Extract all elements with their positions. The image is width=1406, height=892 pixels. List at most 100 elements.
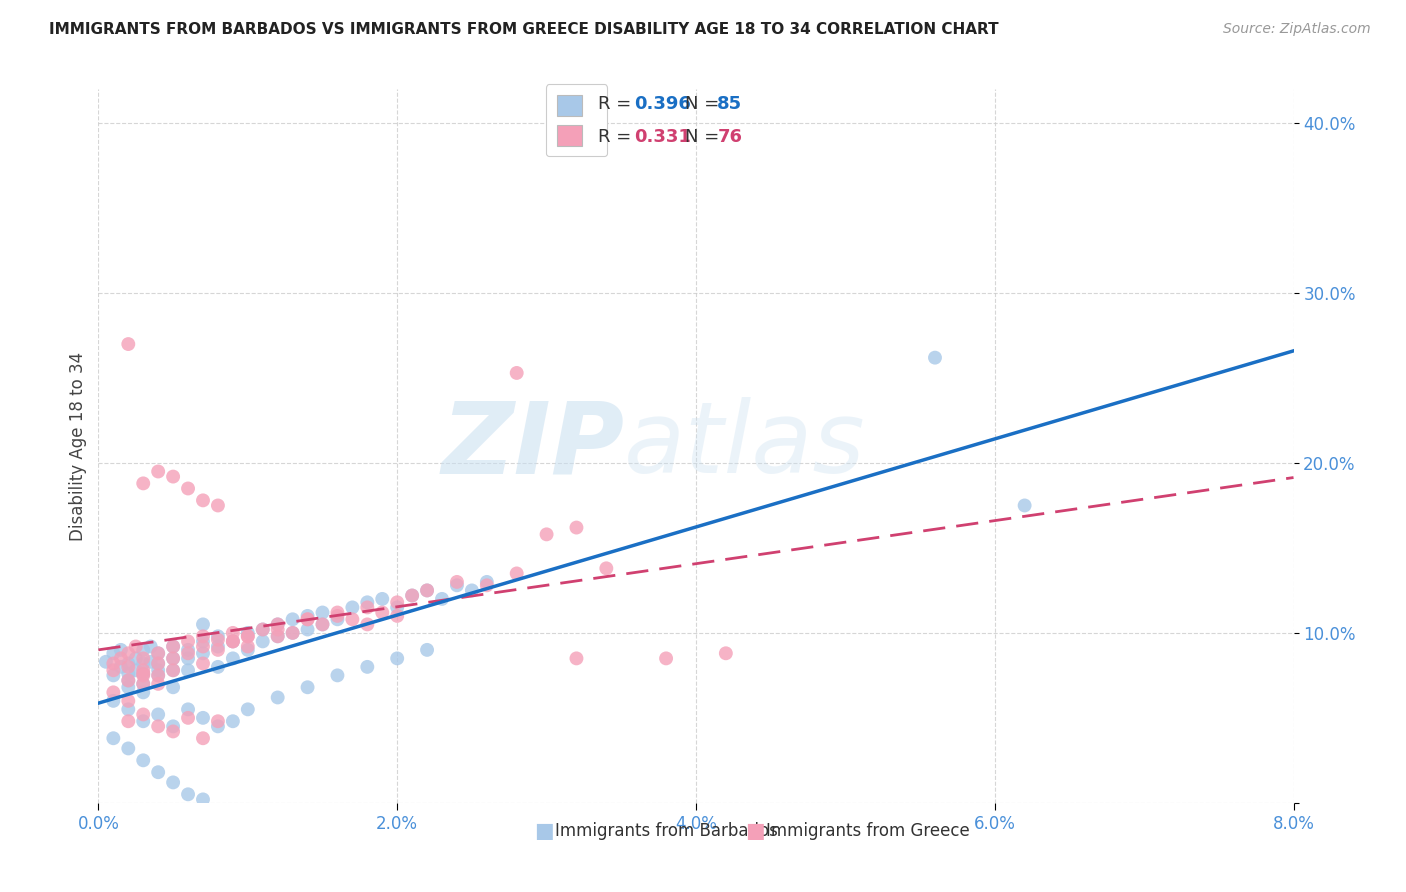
Point — [132, 651, 155, 665]
Point — [177, 482, 200, 496]
Point — [446, 574, 468, 589]
Point — [162, 719, 184, 733]
Point — [222, 626, 245, 640]
Point — [117, 680, 139, 694]
Point — [148, 465, 170, 479]
Point — [148, 663, 170, 677]
Point — [191, 629, 214, 643]
Point — [117, 694, 139, 708]
Point — [117, 673, 139, 688]
Point — [117, 337, 139, 351]
Point — [117, 646, 139, 660]
Point — [252, 623, 274, 637]
Point — [385, 651, 409, 665]
Point — [103, 731, 125, 746]
Point — [401, 589, 423, 603]
Text: 0.331: 0.331 — [634, 128, 692, 145]
Point — [356, 595, 378, 609]
Point — [132, 476, 155, 491]
Point — [132, 714, 155, 729]
Point — [401, 589, 423, 603]
Point — [342, 600, 364, 615]
Point — [207, 640, 229, 654]
Point — [536, 527, 558, 541]
Point — [281, 626, 304, 640]
Point — [110, 651, 132, 665]
Point — [132, 643, 155, 657]
Text: 76: 76 — [717, 128, 742, 145]
Point — [281, 612, 304, 626]
Point — [125, 651, 148, 665]
Point — [356, 617, 378, 632]
Point — [207, 643, 229, 657]
Point — [177, 702, 200, 716]
Text: ZIP: ZIP — [441, 398, 624, 494]
Point — [236, 629, 259, 643]
Point — [207, 714, 229, 729]
Point — [148, 657, 170, 671]
Point — [297, 623, 319, 637]
Point — [177, 634, 200, 648]
Point — [207, 632, 229, 647]
Point — [267, 617, 290, 632]
Point — [191, 711, 214, 725]
Point — [148, 657, 170, 671]
Text: Immigrants from Greece: Immigrants from Greece — [766, 822, 970, 839]
Point — [162, 651, 184, 665]
Point — [475, 578, 498, 592]
Point — [430, 591, 453, 606]
Point — [148, 668, 170, 682]
Point — [117, 666, 139, 681]
Point — [475, 574, 498, 589]
Point — [103, 685, 125, 699]
Point — [162, 680, 184, 694]
Point — [132, 668, 155, 682]
Point — [125, 663, 148, 677]
Point — [416, 583, 439, 598]
Point — [281, 626, 304, 640]
Point — [506, 566, 529, 581]
Y-axis label: Disability Age 18 to 34: Disability Age 18 to 34 — [69, 351, 87, 541]
Point — [267, 623, 290, 637]
Point — [222, 634, 245, 648]
Point — [222, 651, 245, 665]
Point — [297, 612, 319, 626]
Text: N =: N = — [685, 95, 720, 112]
Point — [148, 646, 170, 660]
Point — [236, 643, 259, 657]
Point — [267, 617, 290, 632]
Point — [326, 606, 349, 620]
Text: atlas: atlas — [624, 398, 866, 494]
Point — [132, 663, 155, 677]
Text: Immigrants from Barbados: Immigrants from Barbados — [555, 822, 779, 839]
Point — [148, 707, 170, 722]
Point — [655, 651, 678, 665]
Point — [162, 640, 184, 654]
Point — [148, 765, 170, 780]
Point — [132, 666, 155, 681]
Point — [191, 617, 214, 632]
Point — [416, 643, 439, 657]
Point — [132, 677, 155, 691]
Point — [297, 608, 319, 623]
Point — [117, 702, 139, 716]
Point — [148, 646, 170, 660]
Point — [446, 578, 468, 592]
Point — [117, 657, 139, 671]
Text: R =: R = — [598, 95, 631, 112]
Point — [222, 634, 245, 648]
Point — [311, 617, 333, 632]
Point — [326, 608, 349, 623]
Point — [191, 640, 214, 654]
Point — [371, 606, 394, 620]
Point — [177, 643, 200, 657]
Point — [103, 646, 125, 660]
Point — [311, 606, 333, 620]
Point — [177, 787, 200, 801]
Point — [207, 499, 229, 513]
Point — [236, 640, 259, 654]
Point — [177, 663, 200, 677]
Point — [162, 651, 184, 665]
Point — [207, 660, 229, 674]
Point — [236, 702, 259, 716]
